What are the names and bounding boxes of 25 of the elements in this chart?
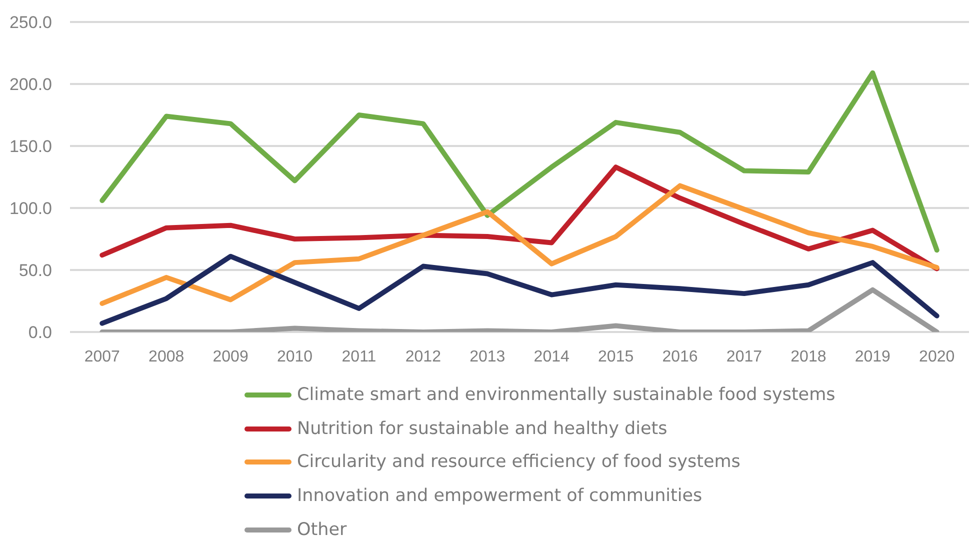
x-tick-label: 2020	[919, 348, 955, 366]
x-tick-label: 2018	[790, 348, 826, 366]
legend-label: Innovation and empowerment of communities	[297, 486, 702, 506]
y-tick-label: 250.0	[9, 13, 52, 32]
y-tick-label: 0.0	[28, 323, 52, 342]
x-tick-label: 2014	[534, 348, 570, 366]
legend-label: Circularity and resource efficiency of food systems	[297, 452, 740, 472]
x-tick-label: 2010	[276, 348, 313, 366]
x-tick-label: 2019	[854, 348, 891, 366]
y-tick-label: 50.0	[18, 261, 52, 280]
legend-label: Nutrition for sustainable and healthy diets	[297, 418, 668, 439]
x-tick-label: 2007	[84, 348, 120, 366]
x-tick-label: 2011	[342, 348, 376, 366]
y-tick-label: 150.0	[9, 137, 52, 156]
x-tick-label: 2008	[148, 348, 184, 366]
y-tick-label: 200.0	[9, 75, 52, 94]
x-tick-label: 2009	[212, 348, 248, 366]
x-tick-label: 2012	[405, 348, 442, 366]
legend-label: Climate smart and environmentally sustainable food systems	[297, 384, 836, 405]
y-tick-label: 100.0	[9, 199, 52, 218]
legend-label: Other	[297, 520, 347, 540]
x-tick-label: 2015	[598, 348, 634, 366]
x-tick-label: 2017	[726, 348, 762, 366]
x-tick-label: 2013	[470, 348, 506, 366]
x-tick-label: 2016	[662, 348, 698, 366]
